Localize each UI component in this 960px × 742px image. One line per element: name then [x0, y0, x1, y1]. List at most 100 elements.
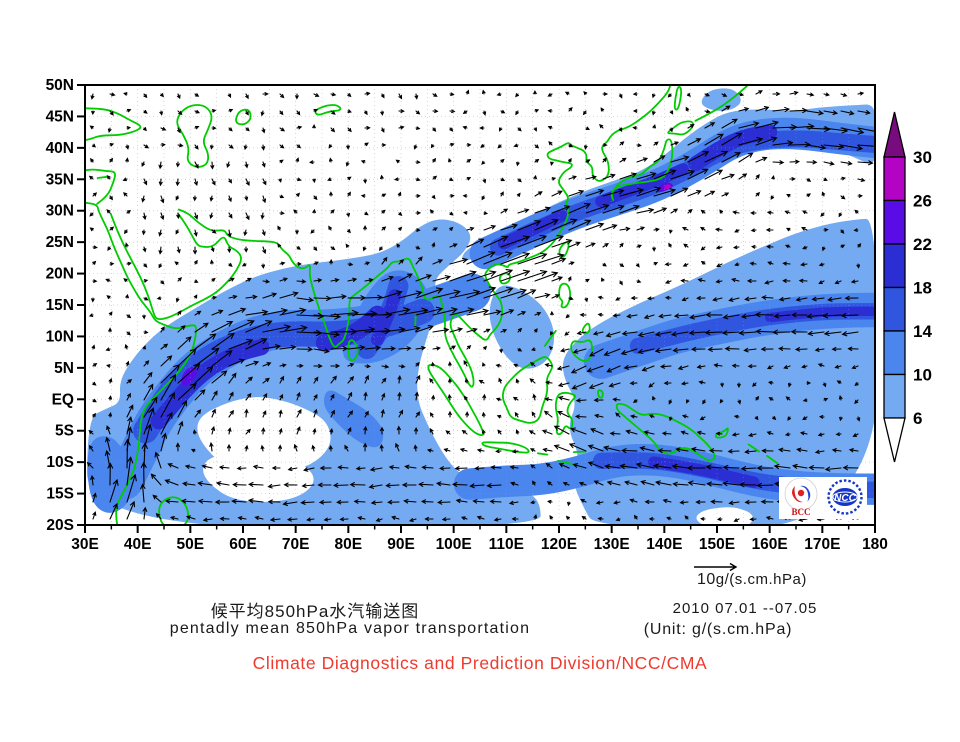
coast-luzon — [558, 282, 572, 309]
coast-java — [481, 441, 530, 454]
colorbar-label: 30 — [913, 148, 932, 167]
coast-solomons-1 — [747, 443, 760, 453]
coast-samar-leyte — [581, 322, 591, 335]
x-tick-label: 100E — [436, 536, 472, 553]
shade-somali-core-18 — [150, 338, 270, 430]
y-tick-label: 15N — [46, 297, 74, 314]
y-tick-label: 20N — [46, 266, 74, 283]
reference-vector-value: 10 — [697, 571, 716, 588]
coast-africa-redsea-coast — [85, 201, 197, 525]
colorbar-band — [883, 373, 906, 419]
colorbar-band — [883, 243, 906, 289]
coast-black-sea — [85, 107, 142, 142]
map-plot-area: BCC NCC — [85, 85, 875, 525]
colorbar-band — [883, 156, 906, 202]
x-tick-label: 30E — [71, 536, 99, 553]
y-tick-label: 5N — [54, 360, 74, 377]
coast-mindanao — [570, 339, 593, 362]
x-tick-label: 80E — [335, 536, 363, 553]
colorbar: 6 10 14 18 22 26 30 — [883, 111, 932, 463]
wind-vectors — [86, 89, 875, 522]
x-tick-label: 180 — [862, 536, 888, 553]
title-chinese: 候平均850hPa水汽输送图 — [210, 602, 420, 621]
colorbar-label: 22 — [913, 235, 932, 254]
shade-east-asia-band-envelope — [462, 104, 875, 261]
reference-vector-label: 10g/(s.cm.hPa) — [697, 571, 897, 589]
shade-somali-max-22 — [181, 366, 198, 387]
shade-np-core-18 — [765, 306, 875, 323]
y-tick-label: EQ — [52, 391, 74, 408]
shade-bengal-core-18 — [371, 289, 401, 346]
coast-sumatra — [427, 364, 485, 437]
x-tick-label: 130E — [594, 536, 630, 553]
coast-borneo — [501, 356, 553, 424]
y-tick-label: 30N — [46, 203, 74, 220]
x-tick-label: 120E — [541, 536, 577, 553]
x-tick-label: 40E — [124, 536, 152, 553]
y-tick-label: 15S — [46, 486, 74, 503]
coast-caspian-sea — [176, 104, 213, 168]
shade-eq-indian-lobe-10 — [323, 390, 384, 448]
shade-south-china-sea-patch — [489, 285, 555, 369]
shade-hole-central-indian — [203, 453, 314, 502]
credit-line: Climate Diagnostics and Prediction Divis… — [252, 653, 708, 673]
coast-lesser-sunda-2 — [557, 460, 574, 465]
colorbar-label: 18 — [913, 279, 932, 298]
y-tick-label: 40N — [46, 140, 74, 157]
y-tick-label: 5S — [55, 423, 74, 440]
bcc-logo: BCC — [784, 477, 818, 517]
coast-andaman — [414, 313, 417, 328]
x-tick-label: 170E — [804, 536, 840, 553]
colorbar-band — [883, 330, 906, 376]
reference-vector-unit: g/(s.cm.hPa) — [715, 571, 807, 588]
coast-japan-hokkaido — [667, 120, 695, 136]
y-tick-label: 25N — [46, 234, 74, 251]
shade-japan-max-26 — [664, 184, 672, 190]
x-tick-label: 110E — [489, 536, 524, 553]
title-english: pentadly mean 850hPa vapor transportatio… — [169, 620, 531, 637]
coast-aral-sea — [235, 108, 252, 126]
ncc-logo-text: NCC — [834, 493, 856, 504]
x-tick-label: 50E — [177, 536, 205, 553]
reference-vector-arrow — [694, 562, 738, 572]
x-tick-label: 150E — [699, 536, 735, 553]
y-tick-label: 50N — [46, 77, 74, 94]
unit-label: (Unit: g/(s.cm.hPa) — [643, 621, 793, 638]
x-tick-label: 90E — [387, 536, 415, 553]
coast-cyprus — [96, 175, 108, 179]
y-tick-label: 20S — [46, 517, 74, 534]
colorbar-band — [883, 199, 906, 245]
date-range-label: 2010 07.01 --07.05 — [672, 600, 818, 617]
y-tick-label: 10N — [46, 328, 74, 345]
shade-japan-core-18 — [595, 163, 689, 208]
coast-new-guinea — [615, 402, 716, 462]
x-tick-label: 60E — [229, 536, 257, 553]
shade-okhotsk-lobe — [701, 88, 741, 111]
x-tick-label: 70E — [282, 536, 310, 553]
coast-levant-coast — [85, 168, 116, 205]
shade-nw-pacific-core-18 — [688, 124, 778, 172]
agency-logos: BCC NCC — [779, 477, 867, 519]
graticule-grid — [85, 85, 875, 525]
shade-schina-core-18 — [497, 209, 568, 250]
coast-lesser-sunda-1 — [537, 452, 549, 456]
y-tick-label: 45N — [46, 108, 74, 125]
shade-hole-coral-sea — [696, 507, 753, 525]
colorbar-band — [883, 286, 906, 332]
y-tick-label: 35N — [46, 171, 74, 188]
x-tick-label: 140E — [646, 536, 682, 553]
coast-halmahera — [597, 389, 604, 399]
colorbar-label: 14 — [913, 322, 932, 341]
coast-lesser-sunda-3 — [572, 450, 587, 453]
coast-kuril-kamchatka — [694, 85, 749, 122]
colorbar-label: 10 — [913, 366, 932, 385]
y-tick-label: 10S — [46, 454, 74, 471]
coast-solomons-2 — [766, 455, 779, 465]
coast-palawan — [543, 329, 557, 347]
axis-ticks-labels: 30E 40E 50E 60E 70E 80E 90E 100E 110E 120E 130E 140… — [46, 77, 888, 553]
x-tick-label: 160E — [752, 536, 788, 553]
coast-sakhalin — [673, 85, 683, 111]
coast-sri-lanka — [347, 339, 359, 362]
